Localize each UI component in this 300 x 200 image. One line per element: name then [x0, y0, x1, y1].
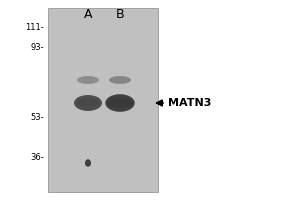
Ellipse shape	[112, 79, 128, 81]
Ellipse shape	[111, 78, 129, 82]
Text: 36-: 36-	[30, 154, 44, 162]
Ellipse shape	[105, 94, 135, 112]
Ellipse shape	[74, 95, 102, 111]
Ellipse shape	[107, 98, 133, 108]
Ellipse shape	[78, 101, 98, 105]
Text: B: B	[116, 7, 124, 21]
Text: A: A	[84, 7, 92, 21]
Ellipse shape	[85, 159, 91, 167]
Ellipse shape	[77, 76, 99, 84]
Bar	[48, 8, 158, 192]
Ellipse shape	[76, 99, 100, 107]
Text: MATN3: MATN3	[168, 98, 212, 108]
Ellipse shape	[80, 79, 96, 81]
Ellipse shape	[109, 76, 131, 84]
Text: 93-: 93-	[30, 43, 44, 51]
Text: 111-: 111-	[25, 23, 44, 32]
Ellipse shape	[79, 78, 98, 82]
Text: 53-: 53-	[30, 114, 44, 122]
Ellipse shape	[110, 101, 130, 105]
